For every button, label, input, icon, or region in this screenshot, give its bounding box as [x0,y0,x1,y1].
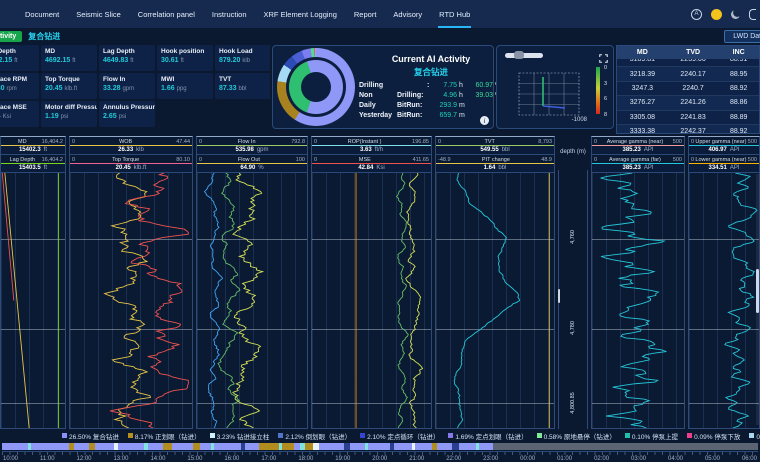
legend-item[interactable]: 0.58% 原地悬停（钻进） [536,431,616,441]
log-tracks-area: MD 16,404.2 15402.3 ft Lag Depth 16,404.2 1540… [0,134,760,429]
ai-activity-title: Current AI Activity [391,53,471,64]
slider-knob[interactable] [514,51,524,59]
trajectory-slider[interactable] [505,51,543,59]
legend-item[interactable]: 2.10% 定点循环（钻进） [360,431,439,441]
trajectory-colorbar [596,67,600,114]
kpi-tile: Surface MSE1.04 Ksi [0,101,39,127]
ai-activity-stats: Drilling:7.75h60.97%NonDrilling:4.96h39.… [359,81,501,119]
legend-item[interactable]: 26.50% 复合钻进 [62,431,119,441]
menu-item-rtd-hub[interactable]: RTD Hub [438,1,472,28]
kpi-tile: TVT 87.33 bbl [215,73,270,99]
legend-item[interactable]: 0.10% 停泵上提 [624,431,678,441]
menu-items: Document Seismic Slice Correlation panel In… [24,1,472,28]
menu-item-seismic-slice[interactable]: Seismic Slice [76,9,121,19]
kpi-tile: Flow In 33.28 gpm [99,73,155,99]
menu-item-correlation-panel[interactable]: Correlation panel [137,9,195,19]
activity-legend: 26.50% 复合钻进 8.17% 正划眼（钻进） 3.23% 钻进接立柱 2.12%… [0,429,760,442]
info-icon[interactable]: i [480,116,489,125]
log-track[interactable]: 0 Flow In 792.8 535.98 gpm 0 Flow Out 100 64.90% [196,136,308,429]
table-row[interactable]: 3305.08 2241.83 88.89 [617,110,759,125]
kpi-tile: MD 4692.15 ft [41,45,97,71]
trajectory-3d-view[interactable] [513,68,585,120]
log-track[interactable]: 0 Upper gamma (near) 500 406.97 API 0 Lower ga… [688,136,760,429]
menu-item-instruction[interactable]: Instruction [211,9,247,19]
donut-center [301,72,331,102]
menu-icons: A [691,0,756,28]
current-mode-label: 复合钻进 [28,32,61,41]
menu-item-report[interactable]: Report [353,9,377,19]
track-plot[interactable] [197,173,307,428]
track-plot[interactable] [592,173,684,428]
track-plot[interactable] [312,173,431,428]
log-track[interactable]: 0 Average gamma (near) 500 385.23 API 0 Averag… [591,136,685,429]
survey-table[interactable]: MD TVD INC 3189.81 2239.66 88.91 3218.39 2240.… [616,45,760,134]
expand-icon[interactable] [599,50,608,68]
right-scrollbar[interactable] [756,174,759,425]
activity-badge: Activity [0,31,23,42]
depth-scrollbar [558,289,560,304]
table-row[interactable]: 3247.3 2240.7 88.92 [617,81,759,97]
track-plot[interactable] [70,173,192,428]
light-theme-icon[interactable] [711,8,722,20]
track-plot[interactable] [1,173,65,428]
time-axis-labels: 10:00 11:00 12:00 13:00 14:00 15:00 16:00 17:00… [3,456,757,462]
kpi-tile: Surface RPM45.30 rpm [0,73,39,99]
legend-item[interactable]: 1.69% 定点划眼（钻进） [448,431,528,441]
legend-item[interactable]: 0.09% 停泵下放 [687,431,740,441]
upper-region: Activity 复合钻进 Bit Depth4692.15 ftMD4692.… [0,28,760,134]
survey-table-body[interactable]: 3189.81 2239.66 88.91 3218.39 2240.17 88.95 32… [617,59,759,133]
kpi-tile: Lag Depth 4649.83 ft [99,45,155,71]
table-row[interactable]: 3333.38 2242.37 88.92 [617,124,759,133]
kpi-tile: Annulus Pressure...2.65 psi [99,101,155,127]
kpi-tile: Motor diff Pressure1.19 psi [41,101,97,127]
legend-item[interactable]: 8.17% 正划眼（钻进） [127,431,201,441]
depth-axis-column: depth (m) 4,760 4,780 4,800.85 [558,136,588,429]
ai-activity-panel: Current AI Activity 复合钻进 Drilling:7.75 h 6… [272,45,501,129]
legend-item[interactable]: 0.09% 循环下放（钻进） [749,431,760,441]
survey-table-header: MD TVD INC [617,46,759,59]
menu-item-xrf-element-logging[interactable]: XRF Element Logging [263,9,337,19]
activity-timeline-strip[interactable] [2,443,758,450]
kpi-tile: Top Torque 20.45 klb.ft [41,73,97,99]
log-track[interactable]: 0 WOB 47.44 26.33 klb 0 Top Torque 80.10 20.45 kl… [69,136,193,429]
translate-icon[interactable]: A [691,8,702,20]
kpi-tile: Bit Depth4692.15 ft [0,45,39,71]
kpi-tile: Hook Load 879.20 klb [215,45,270,71]
legend-item[interactable]: 2.12% 倒划眼（钻进） [278,431,351,441]
lwd-data-button[interactable]: LWD Data [724,30,760,43]
log-track[interactable]: 0 ROP(Instant ) 196.85 3.63 ft/h 0 MSE 411.65 42… [311,136,432,429]
ai-activity-subtitle: 复合钻进 [413,66,448,77]
log-track[interactable]: 0 TVT 8,793 549.55 bbl -48.9 PIT change 48.9 1.6… [435,136,555,429]
settings-icon[interactable] [749,8,756,20]
dark-theme-icon[interactable] [731,9,740,19]
kpi-tile: Hook position 30.61 ft [157,45,213,71]
table-row[interactable]: 3276.27 2241.26 88.86 [617,96,759,111]
trajectory-depth-label: -1008 [571,117,587,123]
kpi-tile: MWI 1.66 ppg [157,73,213,99]
kpi-column: Activity 复合钻进 Bit Depth4692.15 ftMD4692.… [0,28,270,134]
track-plot[interactable] [436,173,554,428]
table-row[interactable]: 3218.39 2240.17 88.95 [617,67,759,82]
menu-item-document[interactable]: Document [25,9,60,19]
top-menu-bar: Document Seismic Slice Correlation panel In… [0,0,760,28]
log-track[interactable]: MD 16,404.2 15402.3 ft Lag Depth 16,404.2 1540… [0,136,66,429]
time-axis-ticks [2,451,758,455]
activity-donut-chart[interactable] [277,48,355,126]
table-row[interactable]: 3189.81 2239.66 88.91 [617,59,759,68]
menu-item-advisory[interactable]: Advisory [393,9,423,19]
legend-item[interactable]: 3.23% 钻进接立柱 [209,431,269,441]
track-plot[interactable] [689,173,759,428]
